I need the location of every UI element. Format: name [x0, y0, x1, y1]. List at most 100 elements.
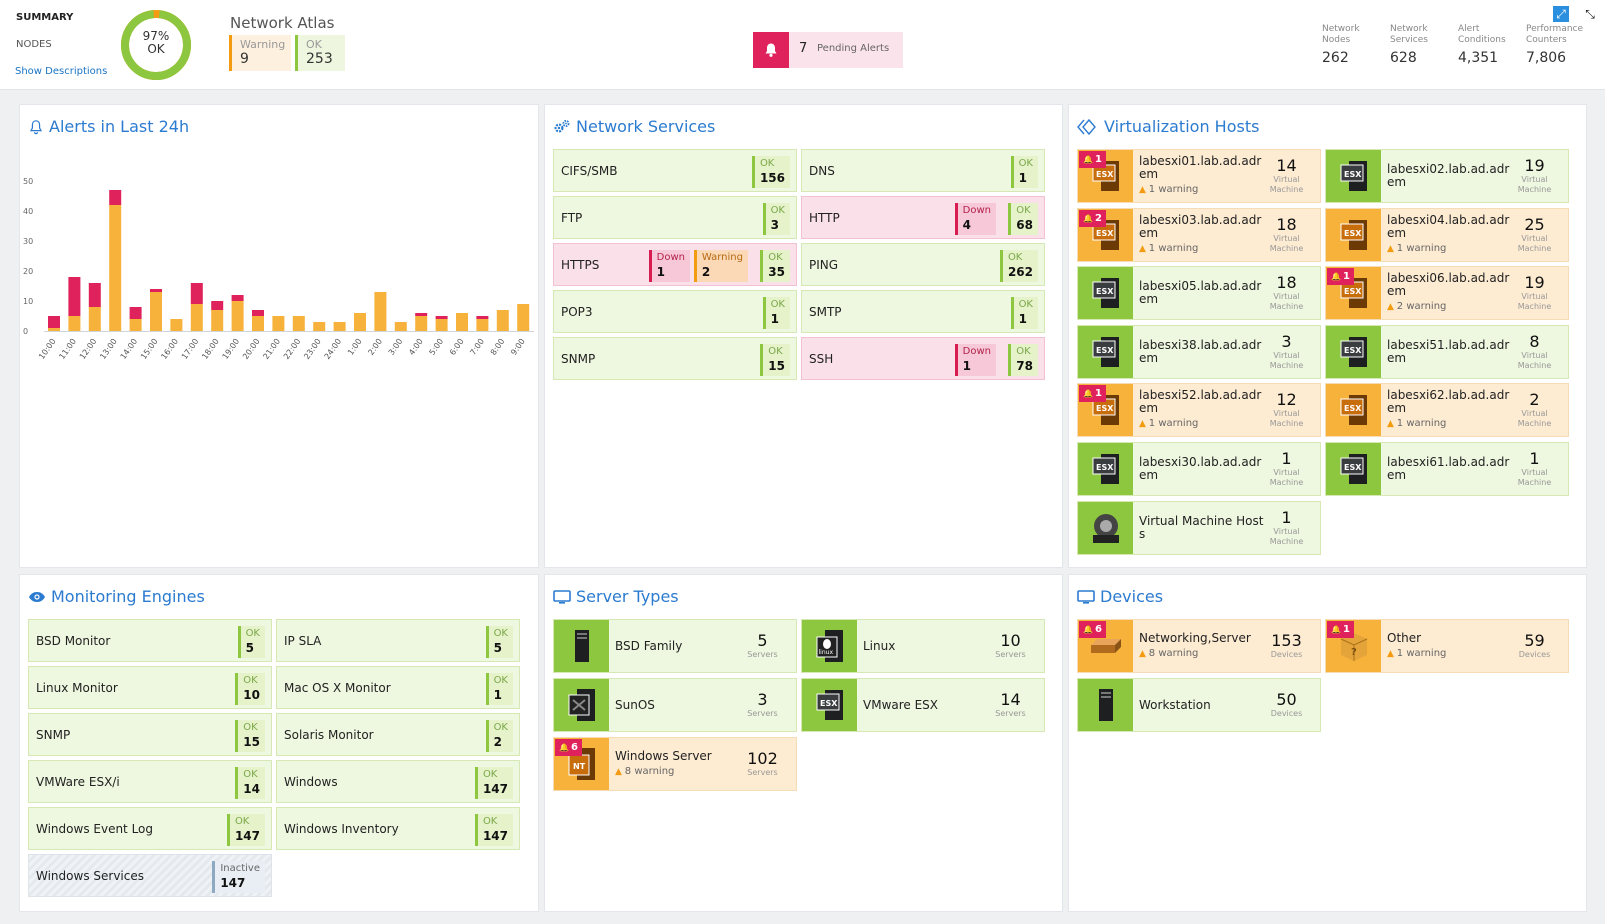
status-badge-ok[interactable]: OK 1: [762, 297, 790, 329]
count-tile[interactable]: Workstation 50 Devices: [1077, 678, 1321, 732]
status-badge-ok[interactable]: OK 2: [485, 720, 513, 752]
count-tile[interactable]: ESX 🔔 2 labesxi03.lab.ad.adrem ▲ 1 warning 18…: [1077, 207, 1321, 262]
service-tile[interactable]: DNS OK 1: [801, 149, 1045, 192]
alert-count-badge[interactable]: 🔔 6: [1079, 621, 1106, 638]
count-tile[interactable]: ESX labesxi62.lab.ad.adrem ▲ 1 warning 2 Vir…: [1325, 383, 1569, 438]
count-tile[interactable]: ? 🔔 1 Other ▲ 1 warning 59 Devices: [1325, 619, 1569, 673]
badge-label: OK: [243, 722, 258, 733]
tile-warning: ▲ 1 warning: [1387, 242, 1515, 256]
count-tile[interactable]: ESX 🔔 1 labesxi06.lab.ad.adrem ▲ 2 warning 19…: [1325, 266, 1569, 321]
count-tile[interactable]: BSD Family 5 Servers: [553, 619, 797, 673]
status-badge-ok[interactable]: OK 147: [474, 814, 513, 846]
service-tile[interactable]: HTTP OK 68 Down 4: [801, 196, 1045, 239]
badge-label: OK: [243, 675, 258, 686]
status-badge-ok[interactable]: OK 10: [235, 673, 265, 705]
tile-name-block: labesxi52.lab.ad.adrem ▲ 1 warning: [1139, 384, 1267, 436]
status-badge-ok[interactable]: OK 5: [485, 626, 513, 658]
status-badge-inact[interactable]: Inactive 147: [212, 861, 265, 893]
pending-alerts-button[interactable]: 7 Pending Alerts: [753, 32, 903, 68]
status-badge-ok[interactable]: OK 14: [235, 767, 265, 799]
alert-count-badge[interactable]: 🔔 1: [1327, 268, 1354, 286]
count-tile[interactable]: ESX labesxi38.lab.ad.adrem 3 Virtual Machine: [1077, 324, 1321, 379]
count-tile[interactable]: SunOS 3 Servers: [553, 678, 797, 732]
service-tile[interactable]: SNMP OK 15: [553, 337, 797, 380]
count-tile[interactable]: 🔔 6 Networking,Server ▲ 8 warning 153 Devices: [1077, 619, 1321, 673]
badge-count: 10: [243, 688, 260, 702]
fullscreen-icon[interactable]: ⤡: [1585, 6, 1595, 21]
service-tile[interactable]: PING OK 262: [801, 243, 1045, 286]
status-badge-ok[interactable]: OK 1: [1010, 156, 1038, 188]
service-tile[interactable]: FTP OK 3: [553, 196, 797, 239]
tile-unit: Devices: [1518, 650, 1551, 659]
status-badge-ok[interactable]: OK 78: [1008, 344, 1038, 376]
service-tile[interactable]: BSD Monitor OK 5: [28, 619, 272, 662]
count-tile[interactable]: Virtual Machine Hosts 1 Virtual Machine: [1077, 500, 1321, 555]
badge-count: 147: [234, 829, 260, 843]
status-badge-ok[interactable]: OK 1: [1010, 297, 1038, 329]
service-tile[interactable]: Windows Event Log OK 147: [28, 807, 272, 850]
service-tile[interactable]: SSH OK 78 Down 1: [801, 337, 1045, 380]
status-badge-warn[interactable]: Warning 2: [693, 250, 748, 282]
alert-count-badge[interactable]: 🔔 6: [555, 739, 582, 756]
service-tile[interactable]: Windows Inventory OK 147: [276, 807, 520, 850]
service-tile[interactable]: SMTP OK 1: [801, 290, 1045, 333]
alert-bar-segment: [333, 322, 346, 331]
monitoring-engines-title: Monitoring Engines: [51, 587, 205, 606]
count-tile[interactable]: ESX labesxi51.lab.ad.adrem 8 Virtual Machine: [1325, 324, 1569, 379]
service-tile[interactable]: CIFS/SMB OK 156: [553, 149, 797, 192]
tile-icon-box: ESX: [802, 679, 857, 731]
service-tile[interactable]: IP SLA OK 5: [276, 619, 520, 662]
service-tile[interactable]: Solaris Monitor OK 2: [276, 713, 520, 756]
alert-count-badge[interactable]: 🔔 1: [1327, 621, 1354, 638]
stat-3: Performance Counters 7,806: [1526, 24, 1583, 66]
count-tile[interactable]: ESX 🔔 1 labesxi52.lab.ad.adrem ▲ 1 warning 12…: [1077, 383, 1321, 438]
status-badge-ok[interactable]: OK 5: [237, 626, 265, 658]
status-badge-ok[interactable]: OK 68: [1008, 203, 1038, 235]
count-tile[interactable]: NT 🔔 6 Windows Server ▲ 8 warning 102 Servers: [553, 737, 797, 791]
status-badge-ok[interactable]: OK 262: [999, 250, 1038, 282]
status-badge-ok[interactable]: OK 15: [760, 344, 790, 376]
service-tile[interactable]: POP3 OK 1: [553, 290, 797, 333]
service-tile[interactable]: VMWare ESX/i OK 14: [28, 760, 272, 803]
status-badge-down[interactable]: Down 1: [954, 344, 996, 376]
alerts-panel-header: Alerts in Last 24h: [28, 117, 189, 136]
status-badge-ok[interactable]: OK 156: [751, 156, 790, 188]
nodes-status-donut[interactable]: [120, 9, 192, 81]
service-tile[interactable]: Linux Monitor OK 10: [28, 666, 272, 709]
service-tile[interactable]: Windows Services Inactive 147: [28, 854, 272, 897]
service-tile[interactable]: Mac OS X Monitor OK 1: [276, 666, 520, 709]
tile-count-block: 19 Virtual Machine: [1507, 150, 1562, 202]
count-tile[interactable]: ESX labesxi02.lab.ad.adrem 19 Virtual Machin…: [1325, 149, 1569, 203]
service-tile[interactable]: Windows OK 147: [276, 760, 520, 803]
alert-count-badge[interactable]: 🔔 1: [1079, 385, 1106, 403]
alert-count-badge[interactable]: 🔔 2: [1079, 209, 1106, 227]
count-tile[interactable]: ESX VMware ESX 14 Servers: [801, 678, 1045, 732]
badge-label: OK: [493, 628, 508, 639]
count-tile[interactable]: ESX labesxi30.lab.ad.adrem 1 Virtual Machine: [1077, 442, 1321, 496]
status-badge-ok[interactable]: OK 147: [474, 767, 513, 799]
atlas-ok-badge[interactable]: OK 253: [295, 35, 345, 71]
tile-count: 8: [1529, 331, 1540, 351]
tile-warning: ▲ 1 warning: [1387, 417, 1515, 431]
alerts-chart: 0 10 20 30 40 50 10:00 11:00 12:00 13:00 14:00 15:0…: [23, 177, 534, 361]
show-descriptions-link[interactable]: Show Descriptions: [15, 66, 108, 77]
count-tile[interactable]: ESX 🔔 1 labesxi01.lab.ad.adrem ▲ 1 warning 14…: [1077, 149, 1321, 203]
count-tile[interactable]: ESX labesxi04.lab.ad.adrem ▲ 1 warning 25 Vi…: [1325, 207, 1569, 262]
status-badge-ok[interactable]: OK 3: [762, 203, 790, 235]
count-tile[interactable]: ESX labesxi05.lab.ad.adrem 18 Virtual Machin…: [1077, 266, 1321, 321]
count-tile[interactable]: ESX labesxi61.lab.ad.adrem 1 Virtual Machine: [1325, 442, 1569, 496]
status-badge-ok[interactable]: OK 147: [226, 814, 265, 846]
expand-icon[interactable]: ⤢: [1553, 6, 1569, 22]
status-badge-ok[interactable]: OK 35: [760, 250, 790, 282]
alert-count-badge[interactable]: 🔔 1: [1079, 151, 1106, 168]
monitoring-engines-header: Monitoring Engines: [28, 587, 205, 606]
service-tile[interactable]: HTTPS OK 35 Warning 2 Down 1: [553, 243, 797, 286]
status-badge-down[interactable]: Down 1: [648, 250, 690, 282]
atlas-warning-badge[interactable]: Warning 9: [229, 35, 291, 71]
status-badge-ok[interactable]: OK 15: [235, 720, 265, 752]
count-tile[interactable]: linux Linux 10 Servers: [801, 619, 1045, 673]
service-tile[interactable]: SNMP OK 15: [28, 713, 272, 756]
status-badge-ok[interactable]: OK 1: [485, 673, 513, 705]
status-badge-down[interactable]: Down 4: [954, 203, 996, 235]
warning-icon: ▲: [1387, 302, 1397, 313]
